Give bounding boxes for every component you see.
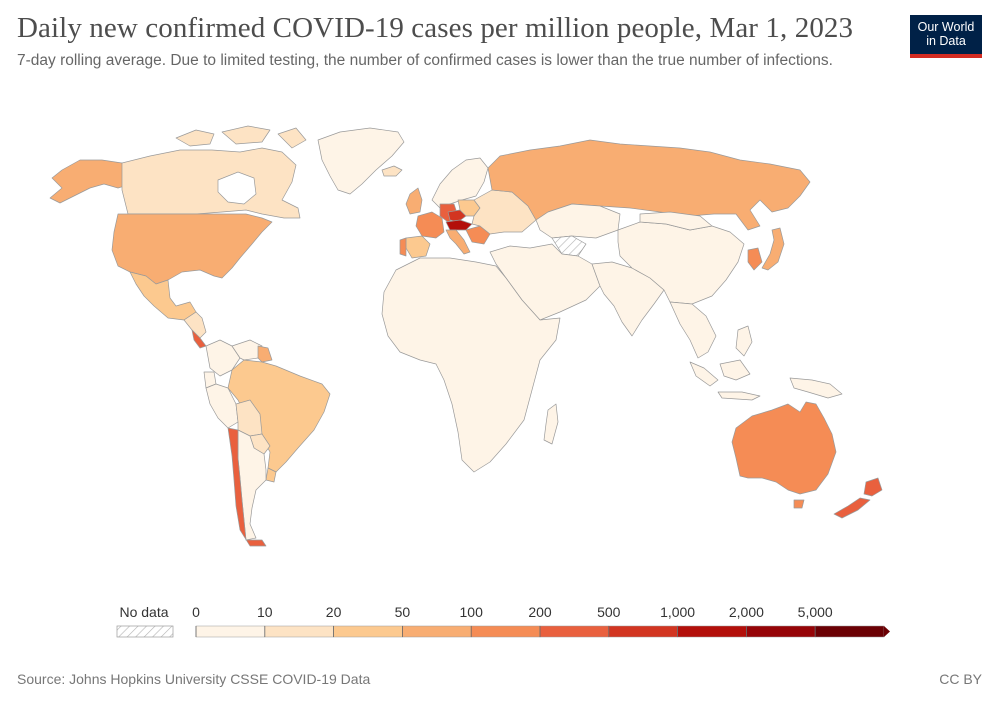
- region-canada[interactable]: [277, 127, 307, 149]
- chart-title: Daily new confirmed COVID-19 cases per m…: [17, 12, 854, 44]
- region-papua-new-guinea[interactable]: [789, 377, 843, 399]
- legend-bin-label: 500: [597, 604, 621, 620]
- legend-bin-swatch[interactable]: [195, 625, 266, 638]
- legend-bin-label: 50: [395, 604, 411, 620]
- region-tasmania[interactable]: [793, 499, 805, 509]
- region-costa-rica[interactable]: [191, 329, 207, 349]
- region-iceland[interactable]: [381, 165, 403, 177]
- region-new-zealand[interactable]: [863, 477, 883, 497]
- source-note: Source: Johns Hopkins University CSSE CO…: [17, 671, 371, 687]
- legend-bin-swatch[interactable]: [814, 625, 885, 638]
- legend-bin-swatch[interactable]: [608, 625, 678, 638]
- region-italy[interactable]: [445, 229, 471, 255]
- region-new-zealand[interactable]: [833, 497, 871, 519]
- legend-bin-label: 100: [460, 604, 484, 620]
- region-indonesia[interactable]: [719, 359, 751, 381]
- legend-bin-swatch[interactable]: [677, 625, 747, 638]
- world-map: [49, 125, 883, 547]
- region-france[interactable]: [415, 211, 445, 239]
- logo-line-2: in Data: [926, 34, 966, 48]
- region-united-kingdom[interactable]: [405, 187, 423, 215]
- region-africa[interactable]: [381, 257, 561, 473]
- region-turkmenistan[interactable]: [551, 235, 587, 257]
- legend-bin-label: 2,000: [729, 604, 764, 620]
- region-greenland[interactable]: [317, 127, 405, 195]
- legend-bin-label: 1,000: [660, 604, 695, 620]
- region-madagascar[interactable]: [543, 403, 559, 445]
- region-uruguay[interactable]: [265, 467, 277, 483]
- region-canada[interactable]: [175, 129, 215, 147]
- legend-bin-swatch[interactable]: [333, 625, 403, 638]
- region-canada[interactable]: [221, 125, 271, 145]
- legend-no-data-label: No data: [119, 604, 168, 620]
- region-chile[interactable]: [227, 427, 267, 547]
- logo-line-1: Our World: [917, 20, 975, 34]
- region-indonesia[interactable]: [689, 361, 719, 387]
- legend-bin-swatch[interactable]: [746, 625, 816, 638]
- legend-bin-swatch[interactable]: [539, 625, 610, 638]
- license-link[interactable]: CC BY: [939, 671, 982, 687]
- region-czechia[interactable]: [447, 209, 467, 223]
- legend-bin-swatch[interactable]: [470, 625, 541, 638]
- chart-subtitle: 7-day rolling average. Due to limited te…: [17, 52, 833, 69]
- legend-bin-label: 10: [257, 604, 273, 620]
- legend-no-data-swatch: [116, 625, 174, 638]
- legend-bin-label: 0: [192, 604, 200, 620]
- region-alaska[interactable]: [49, 159, 129, 204]
- hudson-bay: [217, 171, 257, 205]
- legend-bin-label: 5,000: [798, 604, 833, 620]
- legend-bin-swatch[interactable]: [264, 625, 334, 638]
- region-australia[interactable]: [731, 401, 837, 495]
- region-korea[interactable]: [747, 247, 763, 271]
- region-guyana[interactable]: [257, 345, 273, 363]
- region-southeast-asia[interactable]: [669, 301, 717, 359]
- legend-bin-label: 20: [326, 604, 342, 620]
- region-colombia[interactable]: [205, 339, 241, 377]
- region-united-states[interactable]: [111, 213, 273, 285]
- region-japan[interactable]: [761, 227, 785, 271]
- region-mexico[interactable]: [129, 271, 197, 321]
- region-balkans[interactable]: [465, 225, 491, 245]
- region-portugal[interactable]: [399, 237, 407, 257]
- owid-logo[interactable]: Our World in Data: [910, 15, 982, 58]
- legend-bin-swatch[interactable]: [402, 625, 472, 638]
- legend-arrow: [884, 626, 890, 637]
- region-southeast-asia[interactable]: [735, 325, 753, 357]
- region-mongolia[interactable]: [639, 211, 713, 231]
- legend-bin-label: 200: [528, 604, 552, 620]
- region-austria[interactable]: [445, 219, 473, 231]
- region-indonesia[interactable]: [717, 391, 761, 401]
